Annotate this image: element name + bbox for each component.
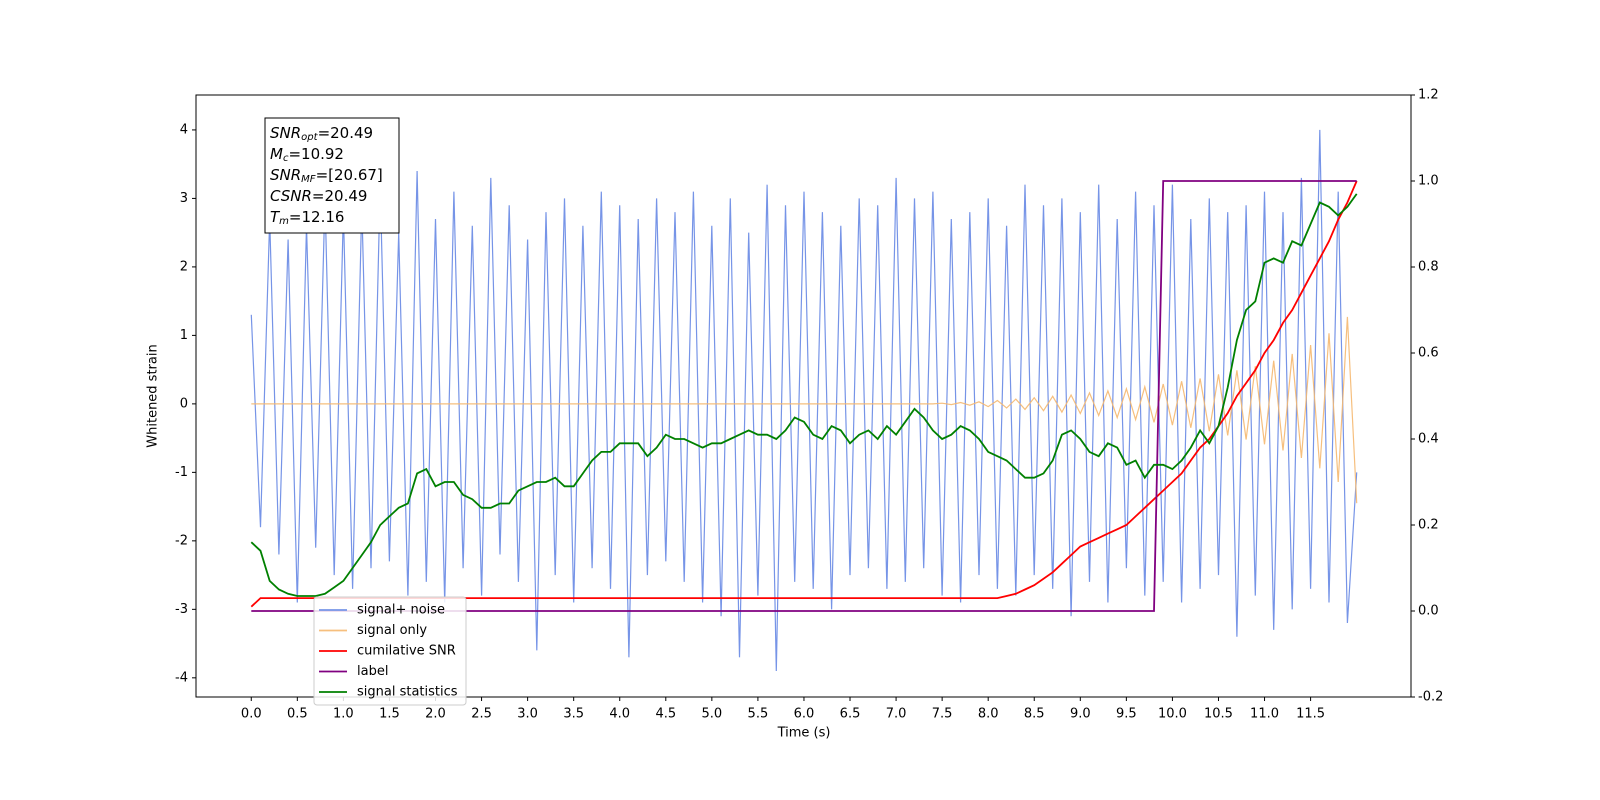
y-tick-label: 2 <box>180 259 188 274</box>
legend-label: signal only <box>357 623 427 638</box>
legend-label: cumilative SNR <box>357 644 456 659</box>
y2-tick-label: -0.2 <box>1418 690 1443 705</box>
y2-tick-label: 1.0 <box>1418 174 1439 189</box>
x-tick-label: 1.5 <box>379 707 400 722</box>
y2-tick-label: 0.0 <box>1418 604 1439 619</box>
x-tick-label: 9.5 <box>1116 707 1137 722</box>
x-tick-label: 10.0 <box>1158 707 1187 722</box>
annotation-subscript: MF <box>301 174 316 185</box>
annotation-line: Tm=12.16 <box>270 208 344 228</box>
x-tick-label: 2.0 <box>425 707 446 722</box>
annotation-subscript: m <box>279 216 289 227</box>
annotation-subscript: c <box>283 153 289 164</box>
y2-tick-label: 1.2 <box>1418 88 1439 103</box>
y-tick-label: 3 <box>180 191 188 206</box>
y2-tick-label: 0.2 <box>1418 518 1439 533</box>
x-tick-label: 8.5 <box>1024 707 1045 722</box>
annotation-value: =12.16 <box>289 208 345 226</box>
x-tick-label: 4.5 <box>655 707 676 722</box>
annotation-value: =20.49 <box>312 187 368 205</box>
annotation-symbol: M <box>270 145 283 163</box>
series-line <box>250 193 1358 597</box>
x-tick-label: 7.0 <box>886 707 907 722</box>
annotation-line: Mc=10.92 <box>270 145 344 165</box>
annotation-symbol: SNR <box>270 124 301 142</box>
x-tick-label: 0.0 <box>241 707 262 722</box>
annotation-line: SNRMF=[20.67] <box>270 166 383 186</box>
annotation-value: =20.49 <box>318 124 374 142</box>
y2-tick-label: 0.8 <box>1418 260 1439 275</box>
x-tick-label: 10.5 <box>1204 707 1233 722</box>
y-tick-label: -3 <box>175 602 188 617</box>
x-axis-label: Time (s) <box>777 726 831 741</box>
x-tick-label: 11.0 <box>1250 707 1279 722</box>
series-line <box>251 316 1358 504</box>
x-tick-label: 9.0 <box>1070 707 1091 722</box>
y2-tick-label: 0.6 <box>1418 346 1439 361</box>
x-tick-label: 1.0 <box>333 707 354 722</box>
annotation-subscript: opt <box>301 132 318 143</box>
annotation-symbol: CSNR <box>270 187 312 205</box>
annotation-line: SNRopt=20.49 <box>270 124 373 144</box>
annotation-line: CSNR=20.49 <box>270 187 367 205</box>
x-tick-label: 7.5 <box>932 707 953 722</box>
legend-label: signal+ noise <box>357 603 445 618</box>
annotation-symbol: SNR <box>270 166 301 184</box>
y-tick-label: -1 <box>175 465 188 480</box>
x-tick-label: 5.5 <box>748 707 769 722</box>
y-tick-label: 4 <box>180 122 188 137</box>
series-line <box>250 129 1358 672</box>
x-tick-label: 0.5 <box>287 707 308 722</box>
x-tick-label: 6.5 <box>840 707 861 722</box>
x-tick-label: 11.5 <box>1296 707 1325 722</box>
y-tick-label: -4 <box>175 670 188 685</box>
x-tick-label: 2.5 <box>471 707 492 722</box>
y-tick-label: -2 <box>175 533 188 548</box>
y-tick-label: 0 <box>180 396 188 411</box>
legend-box <box>313 596 467 706</box>
y-tick-label: 1 <box>180 328 188 343</box>
x-tick-label: 3.0 <box>517 707 538 722</box>
annotation-box <box>264 117 400 234</box>
legend-label: signal statistics <box>357 685 458 700</box>
x-tick-label: 5.0 <box>702 707 723 722</box>
y2-tick-label: 0.4 <box>1418 432 1439 447</box>
legend-label: label <box>357 664 388 679</box>
y-axis-label: Whitened strain <box>146 344 161 447</box>
annotation-symbol: T <box>270 208 281 226</box>
x-tick-label: 4.0 <box>609 707 630 722</box>
annotation-value: =[20.67] <box>316 166 383 184</box>
annotation-value: =10.92 <box>288 145 344 163</box>
x-tick-label: 3.5 <box>563 707 584 722</box>
x-tick-label: 6.0 <box>794 707 815 722</box>
x-tick-label: 8.0 <box>978 707 999 722</box>
